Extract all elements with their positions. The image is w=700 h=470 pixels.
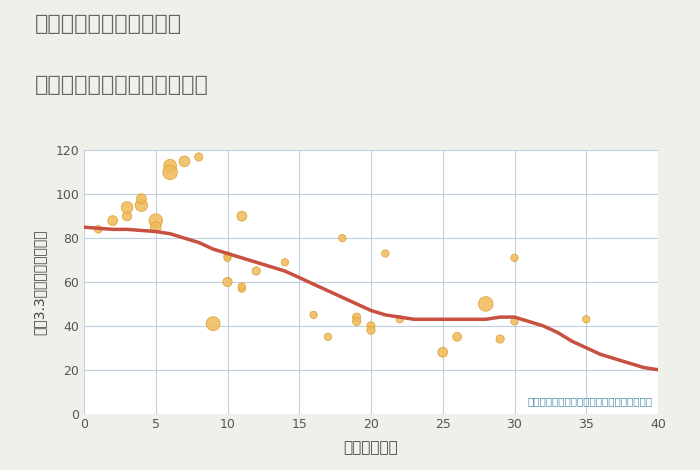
Point xyxy=(308,311,319,319)
Point xyxy=(107,217,118,224)
Point xyxy=(122,212,133,220)
Point xyxy=(480,300,491,308)
Point xyxy=(337,235,348,242)
Point xyxy=(237,285,248,292)
Point xyxy=(494,335,505,343)
Point xyxy=(222,254,233,262)
Point xyxy=(365,322,377,329)
Point xyxy=(237,212,248,220)
Point xyxy=(279,258,290,266)
Point xyxy=(92,226,104,233)
Y-axis label: 坪（3.3㎡）単価（万円）: 坪（3.3㎡）単価（万円） xyxy=(33,229,47,335)
Point xyxy=(122,204,133,211)
Point xyxy=(237,282,248,290)
Point xyxy=(164,169,176,176)
Text: 三重県伊賀市上野幸坂町: 三重県伊賀市上野幸坂町 xyxy=(35,14,182,34)
Point xyxy=(150,217,161,224)
Point xyxy=(351,313,363,321)
Point xyxy=(351,318,363,325)
Point xyxy=(437,348,449,356)
Text: 築年数別中古マンション価格: 築年数別中古マンション価格 xyxy=(35,75,209,95)
Point xyxy=(323,333,334,341)
Text: 円の大きさは、取引のあった物件面積を示す: 円の大きさは、取引のあった物件面積を示す xyxy=(527,396,652,406)
Point xyxy=(222,278,233,286)
Point xyxy=(193,153,204,161)
Point xyxy=(452,333,463,341)
Point xyxy=(136,202,147,209)
Point xyxy=(581,315,592,323)
X-axis label: 築年数（年）: 築年数（年） xyxy=(344,440,398,455)
Point xyxy=(136,195,147,203)
Point xyxy=(150,223,161,231)
Point xyxy=(509,318,520,325)
Point xyxy=(365,327,377,334)
Point xyxy=(379,250,391,257)
Point xyxy=(509,254,520,262)
Point xyxy=(251,267,262,275)
Point xyxy=(179,157,190,165)
Point xyxy=(394,315,405,323)
Point xyxy=(222,252,233,259)
Point xyxy=(207,320,218,328)
Point xyxy=(164,162,176,170)
